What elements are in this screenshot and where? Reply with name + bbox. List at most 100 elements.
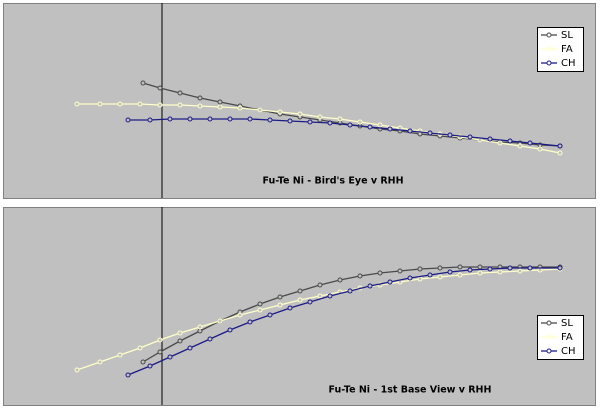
point [74,367,80,373]
point [197,95,203,101]
point [97,359,103,365]
point [137,345,143,351]
point [267,117,273,123]
point [487,136,493,142]
point [187,345,193,351]
point [177,338,183,344]
point [167,116,173,122]
point [407,275,413,281]
point [147,363,153,369]
point [147,117,153,123]
point [377,270,383,276]
point [117,352,123,358]
legend-marker [546,46,552,52]
point [140,80,146,86]
point [507,265,513,271]
point [177,102,183,108]
legend-label: CH [561,346,576,357]
chart-title: Fu-Te Ni - 1st Base View v RHH [329,385,492,396]
point [247,116,253,122]
point [337,116,343,122]
point [217,104,223,110]
point [247,319,253,325]
legend-marker [546,32,552,38]
point [497,140,503,146]
point [387,279,393,285]
point [257,301,263,307]
chart-title: Fu-Te Ni - Bird's Eye v RHH [262,176,403,187]
point [397,268,403,274]
point [377,122,383,128]
point [387,126,393,132]
point [557,143,563,149]
point [197,103,203,109]
point [517,143,523,149]
point [417,266,423,272]
point [447,269,453,275]
legend-label: FA [561,44,573,55]
point [267,312,273,318]
legend-marker [546,348,552,354]
point [467,267,473,273]
point [367,283,373,289]
point [237,312,243,318]
point [447,132,453,138]
point [297,288,303,294]
point [197,324,203,330]
point [317,114,323,120]
point [197,328,203,334]
point [297,111,303,117]
point [157,349,163,355]
point [457,272,463,278]
legend-label: SL [561,318,573,329]
point [427,272,433,278]
point [557,265,563,271]
point [437,274,443,280]
point [227,116,233,122]
point [167,354,173,360]
point [227,327,233,333]
point [287,118,293,124]
point [317,293,323,299]
point [337,277,343,283]
point [277,109,283,115]
point [277,302,283,308]
point [437,265,443,271]
point [287,305,293,311]
point [257,307,263,313]
point [357,119,363,125]
legend-marker [546,320,552,326]
legend-marker [546,60,552,66]
point [327,293,333,299]
point [527,265,533,271]
series-line [127,267,560,376]
point [517,268,523,274]
series-line [128,118,561,147]
plot-area [3,207,596,406]
legend-label: SL [561,30,573,41]
point [217,318,223,324]
point [157,85,163,91]
point [217,99,223,105]
point [297,297,303,303]
point [207,116,213,122]
point [357,273,363,279]
point [467,134,473,140]
point [157,102,163,108]
point [177,330,183,336]
point [307,119,313,125]
point [140,359,146,365]
point [367,124,373,130]
point [187,116,193,122]
point [347,122,353,128]
legend-marker [546,334,552,340]
point [317,282,323,288]
point [557,150,563,156]
point [177,90,183,96]
point [125,372,131,378]
point [125,117,131,123]
legend-label: CH [561,58,576,69]
point [477,270,483,276]
point [257,107,263,113]
